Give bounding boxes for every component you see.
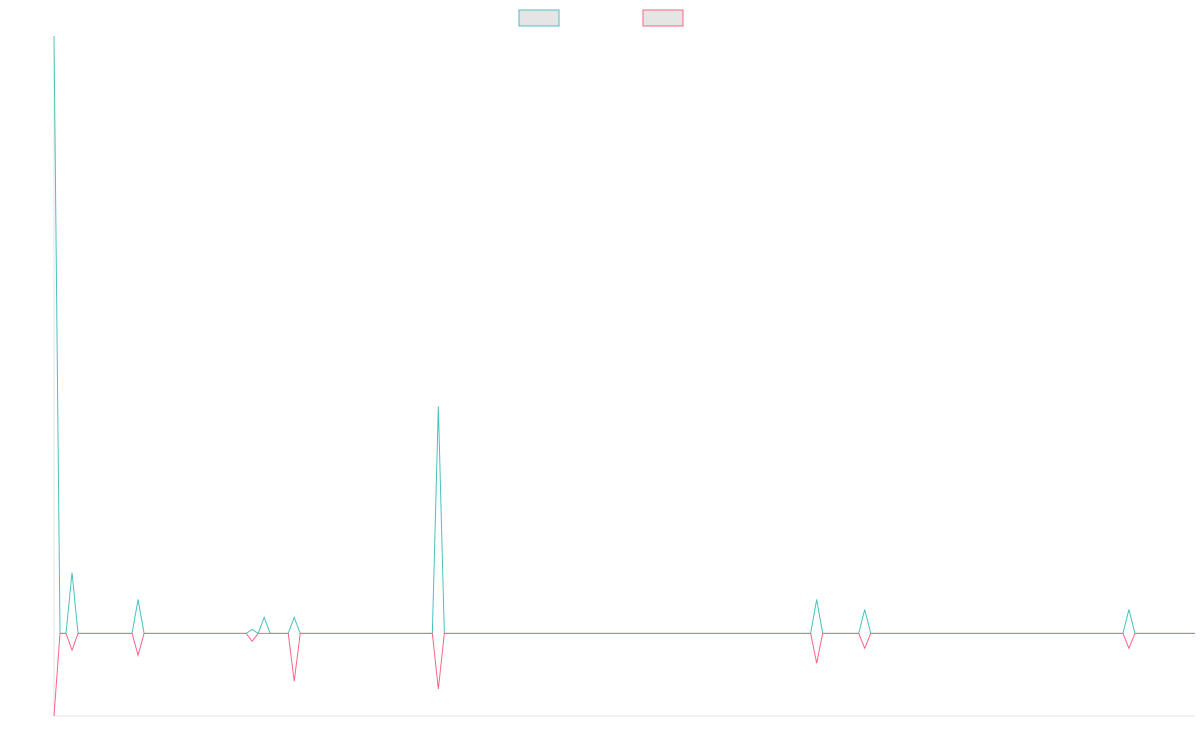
legend-swatch[interactable]: [642, 9, 684, 27]
legend-swatch[interactable]: [518, 9, 560, 27]
data-line: [53, 35, 1195, 635]
data-line: [53, 632, 1195, 717]
